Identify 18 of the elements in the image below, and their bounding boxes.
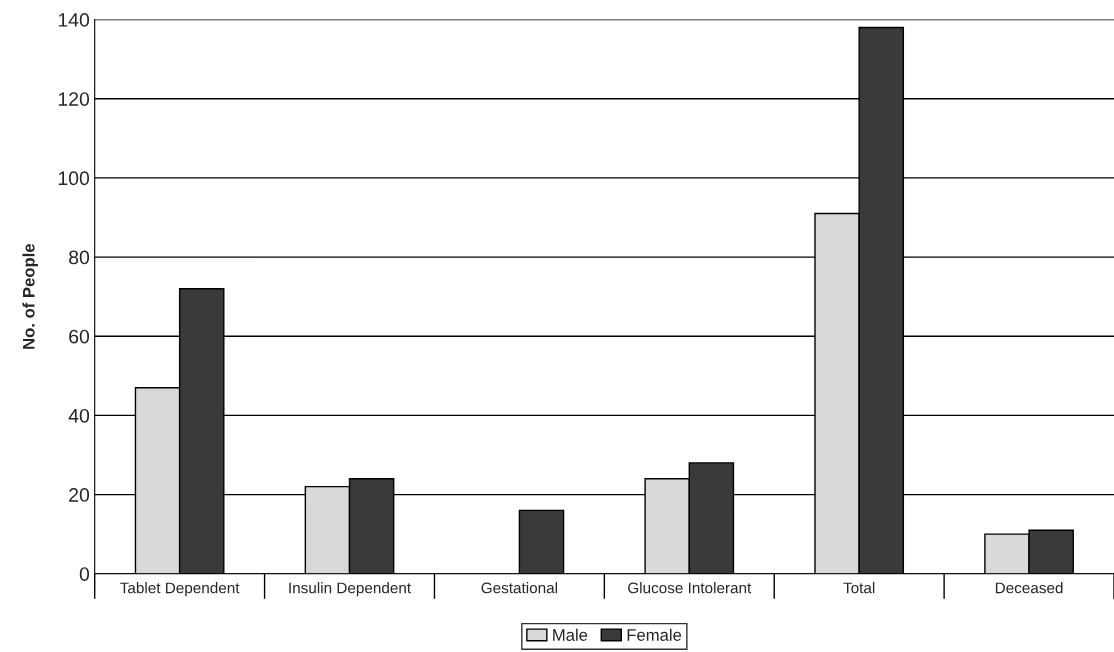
legend-label: Male <box>553 628 588 641</box>
y-tick-label: 40 <box>68 408 90 423</box>
y-tick-label: 80 <box>69 250 90 265</box>
y-tick-label: 140 <box>58 13 90 27</box>
x-tick-label: Total <box>843 582 875 594</box>
x-tick-label: Gestational <box>481 582 558 594</box>
y-tick-label: 120 <box>58 92 90 106</box>
y-tick-label: 0 <box>79 567 90 581</box>
y-tick-label: 100 <box>58 171 90 186</box>
bar <box>518 509 565 574</box>
x-tick-label: Tablet Dependent <box>120 582 240 597</box>
legend-label: Female <box>627 628 682 641</box>
y-axis-title: No. of People <box>22 243 38 349</box>
x-tick-label: Insulin Dependent <box>289 582 411 597</box>
y-tick-label: 20 <box>69 488 90 502</box>
y-tick-label: 60 <box>69 329 90 344</box>
x-tick-label: Glucose Intolerant <box>628 582 752 594</box>
x-tick-label: Deceased <box>995 582 1063 594</box>
